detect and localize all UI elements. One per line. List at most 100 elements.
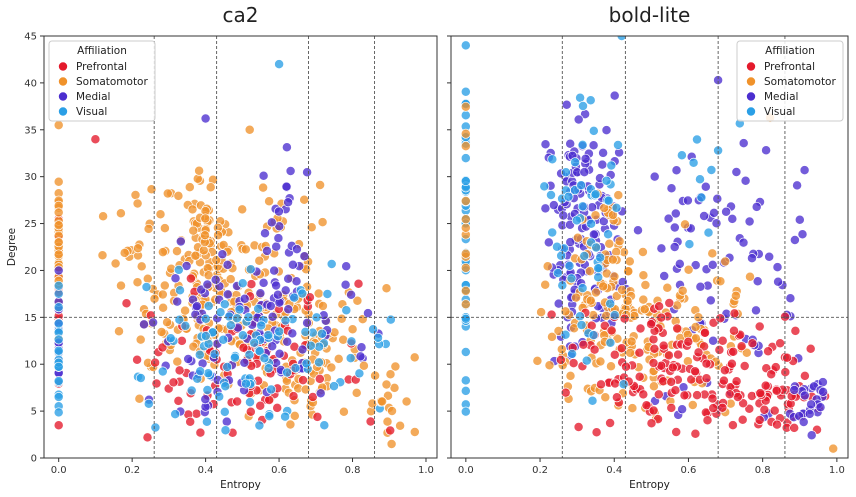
scatter-point-medial [815, 402, 826, 413]
x-tick-label: 1.0 [418, 465, 434, 476]
scatter-point-visual [53, 318, 64, 329]
scatter-point-medial [170, 273, 181, 284]
scatter-point-visual [202, 385, 213, 395]
scatter-point-visual [577, 201, 588, 212]
scatter-point-visual [595, 252, 606, 263]
scatter-point-visual [305, 340, 316, 351]
scatter-point-somatomotor [190, 250, 201, 261]
scatter-point-visual [225, 320, 236, 331]
scatter-point-prefrontal [672, 323, 683, 334]
scatter-point-visual [588, 330, 599, 341]
scatter-point-medial [797, 229, 808, 240]
scatter-point-visual [354, 368, 365, 379]
scatter-point-medial [670, 208, 681, 219]
scatter-point-visual [322, 289, 333, 299]
scatter-point-medial [363, 308, 373, 319]
scatter-point-visual [254, 420, 265, 431]
scatter-point-somatomotor [604, 238, 615, 249]
scatter-point-prefrontal [715, 313, 726, 324]
scatter-point-prefrontal [775, 338, 786, 349]
scatter-point-somatomotor [155, 209, 166, 220]
scatter-point-prefrontal [799, 370, 810, 381]
scatter-point-medial [659, 271, 670, 281]
scatter-point-visual [603, 229, 614, 240]
scatter-point-visual [245, 264, 256, 275]
scatter-point-medial [302, 167, 313, 178]
scatter-point-somatomotor [460, 128, 471, 139]
scatter-point-somatomotor [53, 220, 64, 231]
scatter-point-somatomotor [401, 396, 412, 407]
scatter-point-prefrontal [232, 396, 243, 407]
scatter-point-visual [314, 357, 324, 368]
scatter-point-medial [744, 216, 755, 227]
scatter-point-somatomotor [613, 190, 624, 201]
scatter-point-prefrontal [634, 371, 645, 382]
scatter-point-prefrontal [142, 432, 153, 443]
scatter-point-visual [593, 263, 604, 274]
scatter-point-visual [460, 176, 471, 187]
scatter-point-medial [283, 273, 294, 284]
scatter-point-somatomotor [383, 390, 393, 401]
scatter-point-somatomotor [544, 360, 555, 371]
scatter-point-visual [222, 362, 233, 372]
scatter-point-somatomotor [157, 289, 168, 300]
scatter-point-medial [183, 354, 194, 364]
scatter-point-medial [817, 377, 828, 388]
scatter-point-visual [263, 330, 274, 341]
scatter-point-somatomotor [299, 194, 310, 205]
scatter-point-somatomotor [351, 387, 362, 398]
scatter-point-prefrontal [191, 408, 202, 419]
scatter-point-prefrontal [312, 411, 323, 422]
scatter-point-medial [573, 114, 584, 125]
scatter-point-medial [302, 317, 313, 328]
scatter-point-somatomotor [132, 277, 143, 288]
scatter-point-visual [460, 406, 471, 417]
scatter-point-medial [579, 167, 590, 178]
scatter-point-somatomotor [720, 256, 731, 267]
scatter-point-somatomotor [637, 247, 648, 257]
scatter-point-somatomotor [560, 306, 571, 317]
x-tick-label: 0.6 [681, 465, 697, 476]
legend-label-somatomotor: Somatomotor [764, 76, 836, 88]
scatter-point-visual [566, 273, 577, 284]
scatter-point-visual [579, 251, 590, 261]
scatter-point-somatomotor [156, 327, 167, 337]
scatter-point-somatomotor [200, 213, 211, 224]
x-tick-label: 0.4 [198, 465, 214, 476]
scatter-point-medial [792, 180, 803, 191]
scatter-point-somatomotor [53, 120, 64, 131]
scatter-point-medial [818, 386, 829, 397]
scatter-point-medial [633, 225, 643, 236]
scatter-point-somatomotor [254, 255, 265, 266]
scatter-point-visual [547, 154, 558, 165]
scatter-point-prefrontal [679, 390, 690, 401]
scatter-point-prefrontal [707, 393, 718, 404]
scatter-point-prefrontal [653, 389, 664, 400]
scatter-point-medial [540, 139, 551, 150]
scatter-point-medial [799, 390, 810, 401]
scatter-point-prefrontal [692, 390, 703, 401]
scatter-point-medial [287, 259, 298, 270]
scatter-point-somatomotor [707, 248, 718, 259]
scatter-point-visual [215, 307, 226, 318]
scatter-point-medial [700, 181, 711, 192]
scatter-point-medial [274, 348, 285, 359]
scatter-point-prefrontal [634, 347, 645, 358]
scatter-point-medial [764, 251, 775, 262]
scatter-point-somatomotor [715, 276, 726, 287]
scatter-point-prefrontal [648, 334, 659, 345]
scatter-point-somatomotor [136, 261, 147, 272]
scatter-point-visual [460, 385, 471, 396]
y-tick-label: 25 [24, 219, 37, 230]
scatter-point-medial [265, 301, 276, 311]
scatter-point-medial [285, 166, 296, 176]
scatter-point-somatomotor [188, 341, 199, 352]
scatter-point-medial [255, 288, 266, 299]
scatter-point-somatomotor [194, 165, 205, 176]
scatter-point-visual [157, 366, 168, 377]
scatter-point-visual [564, 260, 575, 271]
scatter-point-visual [706, 165, 717, 175]
scatter-point-prefrontal [754, 321, 765, 332]
scatter-point-medial [699, 211, 710, 221]
scatter-point-medial [731, 167, 742, 177]
